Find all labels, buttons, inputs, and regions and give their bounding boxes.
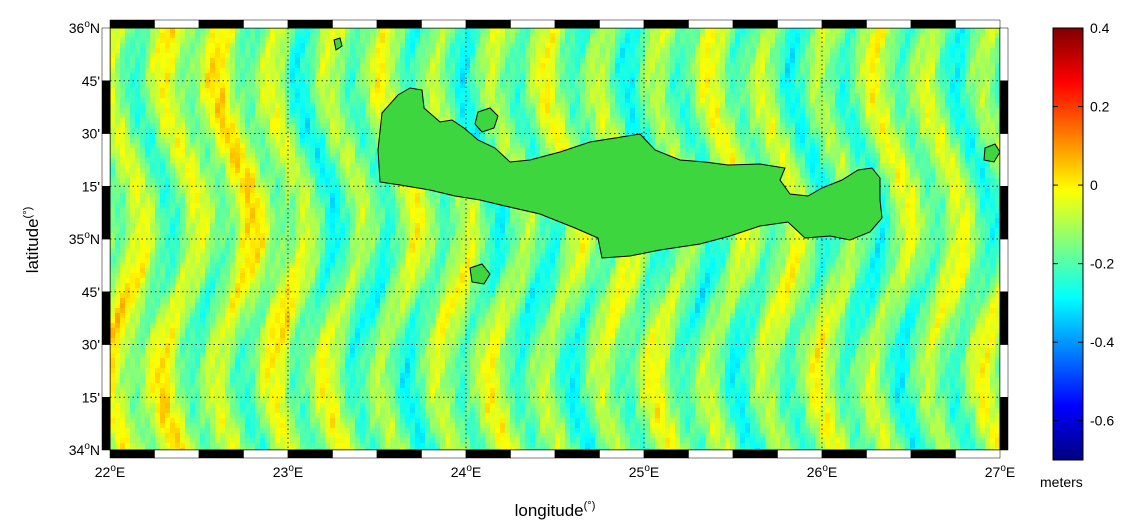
y-tick-label: 30': [82, 126, 100, 142]
x-tick-label: 25oE: [629, 463, 659, 480]
colorbar-tick-label: 0: [1090, 177, 1098, 193]
colorbar-tick-label: -0.6: [1090, 413, 1114, 429]
y-tick-label: 15': [82, 389, 100, 405]
y-tick-label: 15': [82, 178, 100, 194]
colorbar-scale: [1053, 28, 1083, 460]
colorbar-unit-label: meters: [1040, 474, 1083, 490]
colorbar-tick-label: -0.2: [1090, 256, 1114, 272]
y-axis-tick-labels: 36oN 45' 30' 15' 35oN 45' 30' 15' 34oN: [69, 19, 100, 458]
x-axis-tick-labels: 22oE 23oE 24oE 25oE 26oE 27oE: [95, 463, 1015, 480]
sea-level-anomaly-field: [110, 28, 1001, 454]
colorbar-tick-label: 0.2: [1090, 99, 1110, 115]
y-tick-label: 45': [82, 73, 100, 89]
map-plot-area: [102, 20, 1008, 458]
x-tick-label: 24oE: [451, 463, 481, 480]
colorbar-tick-label: 0.4: [1090, 20, 1110, 36]
colorbar-tick-label: -0.4: [1090, 334, 1114, 350]
x-tick-label: 27oE: [985, 463, 1015, 480]
y-tick-label: 34oN: [69, 441, 100, 458]
y-tick-label: 30': [82, 337, 100, 353]
colorbar: 0.4 0.2 0 -0.2 -0.4 -0.6 meters: [1040, 20, 1114, 490]
y-tick-label: 45': [82, 284, 100, 300]
x-tick-label: 26oE: [807, 463, 837, 480]
y-axis-title: latitude(°): [22, 207, 42, 274]
y-tick-label: 36oN: [69, 19, 100, 36]
x-axis-title: longitude(°): [515, 500, 596, 520]
y-tick-label: 35oN: [69, 230, 100, 247]
x-tick-label: 22oE: [95, 463, 125, 480]
x-tick-label: 23oE: [273, 463, 303, 480]
